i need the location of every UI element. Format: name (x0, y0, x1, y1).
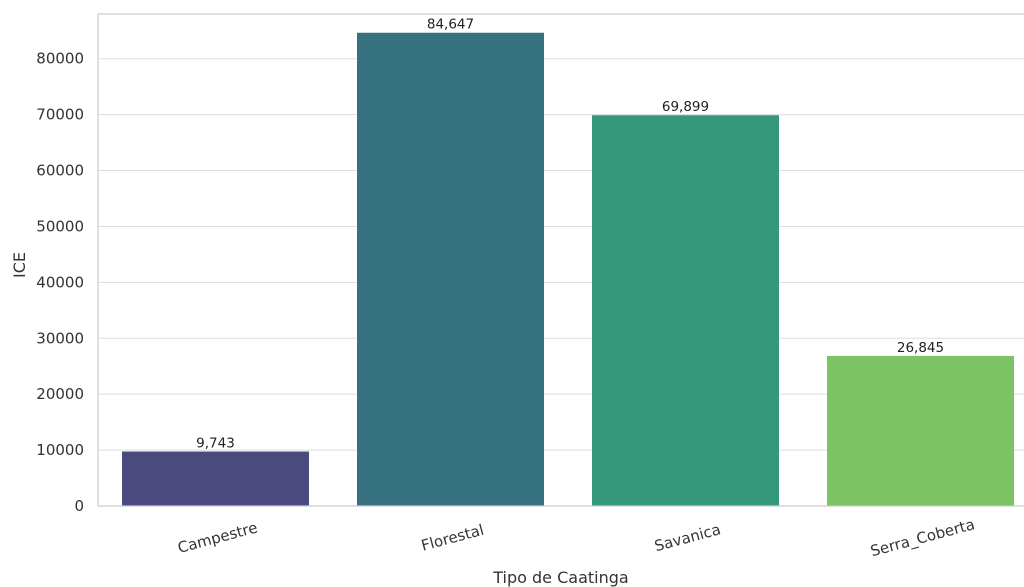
grid-lines (98, 58, 1024, 507)
bar-campestre (122, 451, 309, 506)
y-tick-label: 0 (74, 497, 84, 515)
x-tick-label: Florestal (419, 521, 486, 555)
y-tick-labels: 0 10000 20000 30000 40000 50000 60000 70000 8000… (36, 50, 84, 515)
data-label: 69,899 (662, 99, 709, 115)
y-axis-title: ICE (10, 252, 29, 278)
y-tick-label: 50000 (36, 217, 84, 235)
y-tick-label: 60000 (36, 162, 84, 180)
y-tick-label: 80000 (36, 50, 84, 68)
bar-serra-coberta (827, 355, 1014, 506)
x-tick-label: Savanica (652, 520, 722, 555)
y-tick-label: 20000 (36, 385, 84, 403)
y-tick-label: 40000 (36, 273, 84, 291)
x-axis-title: Tipo de Caatinga (492, 568, 628, 587)
data-label: 9,743 (196, 436, 235, 452)
bars (122, 32, 1014, 507)
x-tick-label: Serra_Coberta (868, 515, 976, 561)
bar-savanica (592, 115, 779, 506)
y-tick-label: 30000 (36, 329, 84, 347)
x-tick-labels: Campestre Florestal Savanica Serra_Coberta (176, 515, 977, 561)
data-labels: 9,743 84,647 69,899 26,845 (196, 17, 944, 452)
plot-frame (97, 13, 1024, 507)
data-label: 84,647 (427, 17, 474, 33)
y-tick-label: 10000 (36, 441, 84, 459)
bar-florestal (357, 32, 544, 507)
data-label: 26,845 (897, 340, 944, 356)
x-tick-label: Campestre (176, 518, 260, 557)
y-tick-label: 70000 (36, 106, 84, 124)
